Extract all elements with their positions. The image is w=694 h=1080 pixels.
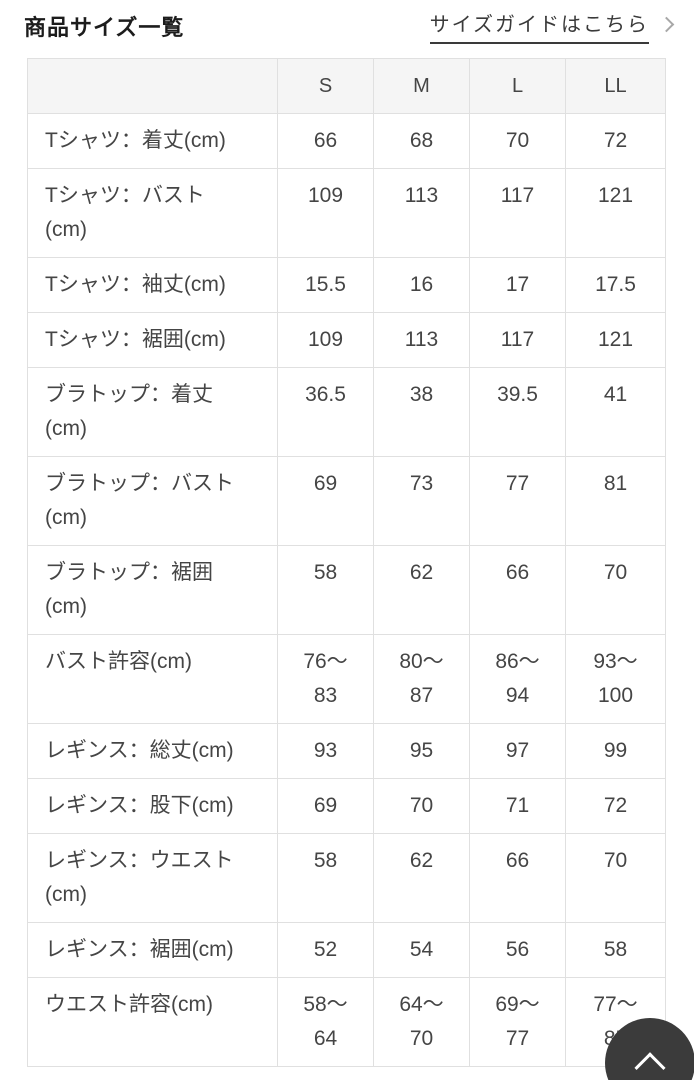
- row-label: レギンス：裾囲(cm): [27, 922, 278, 978]
- size-value-cell: 17: [469, 257, 566, 313]
- size-table: S M L LL Tシャツ：着丈(cm) 66 68 70 72 Tシャツ：バスト (cm…: [27, 58, 666, 1067]
- row-label: レギンス：総丈(cm): [27, 723, 278, 779]
- table-row: レギンス：裾囲(cm) 52 54 56 58: [27, 922, 666, 978]
- size-value-cell: 109: [277, 168, 374, 258]
- row-label: Tシャツ：バスト (cm): [27, 168, 278, 258]
- page-header: 商品サイズ一覧 サイズガイドはこちら: [0, 0, 694, 44]
- size-value-cell: 58: [277, 545, 374, 635]
- column-header-m: M: [373, 58, 470, 114]
- size-value-cell: 68: [373, 113, 470, 169]
- size-value-cell: 70: [565, 545, 666, 635]
- size-value-cell: 58〜 64: [277, 977, 374, 1067]
- row-label: ウエスト許容(cm): [27, 977, 278, 1067]
- size-value-cell: 17.5: [565, 257, 666, 313]
- size-value-cell: 41: [565, 367, 666, 457]
- chevron-up-icon: [634, 1052, 666, 1080]
- size-value-cell: 70: [565, 833, 666, 923]
- size-table-header-row: S M L LL: [27, 58, 666, 114]
- size-value-cell: 113: [373, 312, 470, 368]
- size-value-cell: 72: [565, 113, 666, 169]
- row-label: ブラトップ：裾囲 (cm): [27, 545, 278, 635]
- size-value-cell: 39.5: [469, 367, 566, 457]
- row-label: レギンス：ウエスト (cm): [27, 833, 278, 923]
- table-row: レギンス：ウエスト (cm) 58 62 66 70: [27, 833, 666, 923]
- size-value-cell: 66: [469, 545, 566, 635]
- table-row: Tシャツ：バスト (cm) 109 113 117 121: [27, 168, 666, 258]
- size-value-cell: 99: [565, 723, 666, 779]
- size-value-cell: 54: [373, 922, 470, 978]
- size-value-cell: 69: [277, 778, 374, 834]
- size-value-cell: 76〜 83: [277, 634, 374, 724]
- size-value-cell: 56: [469, 922, 566, 978]
- row-label: Tシャツ：裾囲(cm): [27, 312, 278, 368]
- size-value-cell: 58: [565, 922, 666, 978]
- size-guide-link-label: サイズガイドはこちら: [429, 8, 649, 44]
- size-value-cell: 70: [373, 778, 470, 834]
- back-to-top-button[interactable]: [605, 1018, 694, 1080]
- chevron-right-icon: [658, 16, 675, 32]
- size-value-cell: 80〜 87: [373, 634, 470, 724]
- row-label: バスト許容(cm): [27, 634, 278, 724]
- size-value-cell: 15.5: [277, 257, 374, 313]
- size-value-cell: 62: [373, 545, 470, 635]
- size-value-cell: 113: [373, 168, 470, 258]
- table-row: レギンス：総丈(cm) 93 95 97 99: [27, 723, 666, 779]
- size-value-cell: 58: [277, 833, 374, 923]
- table-row: Tシャツ：着丈(cm) 66 68 70 72: [27, 113, 666, 169]
- size-value-cell: 69〜 77: [469, 977, 566, 1067]
- table-row: ブラトップ：バスト (cm) 69 73 77 81: [27, 456, 666, 546]
- column-header-l: L: [469, 58, 566, 114]
- row-label: レギンス：股下(cm): [27, 778, 278, 834]
- table-row: Tシャツ：袖丈(cm) 15.5 16 17 17.5: [27, 257, 666, 313]
- row-label: Tシャツ：袖丈(cm): [27, 257, 278, 313]
- row-label: ブラトップ：着丈 (cm): [27, 367, 278, 457]
- table-row: ブラトップ：着丈 (cm) 36.5 38 39.5 41: [27, 367, 666, 457]
- size-table-body: Tシャツ：着丈(cm) 66 68 70 72 Tシャツ：バスト (cm) 109 113 11…: [27, 113, 666, 1067]
- size-value-cell: 66: [469, 833, 566, 923]
- size-table-wrap: S M L LL Tシャツ：着丈(cm) 66 68 70 72 Tシャツ：バスト (cm…: [27, 58, 666, 1067]
- table-row: バスト許容(cm) 76〜 83 80〜 87 86〜 94 93〜 100: [27, 634, 666, 724]
- size-value-cell: 121: [565, 312, 666, 368]
- size-value-cell: 81: [565, 456, 666, 546]
- size-value-cell: 117: [469, 168, 566, 258]
- size-value-cell: 121: [565, 168, 666, 258]
- size-value-cell: 52: [277, 922, 374, 978]
- size-value-cell: 73: [373, 456, 470, 546]
- size-guide-link[interactable]: サイズガイドはこちら: [429, 8, 675, 44]
- size-value-cell: 95: [373, 723, 470, 779]
- row-label: ブラトップ：バスト (cm): [27, 456, 278, 546]
- size-table-corner-cell: [27, 58, 278, 114]
- size-value-cell: 72: [565, 778, 666, 834]
- size-value-cell: 62: [373, 833, 470, 923]
- page-title: 商品サイズ一覧: [24, 15, 185, 40]
- size-value-cell: 117: [469, 312, 566, 368]
- size-value-cell: 66: [277, 113, 374, 169]
- column-header-ll: LL: [565, 58, 666, 114]
- size-value-cell: 93〜 100: [565, 634, 666, 724]
- size-value-cell: 36.5: [277, 367, 374, 457]
- size-value-cell: 70: [469, 113, 566, 169]
- size-value-cell: 86〜 94: [469, 634, 566, 724]
- size-value-cell: 93: [277, 723, 374, 779]
- size-value-cell: 109: [277, 312, 374, 368]
- row-label: Tシャツ：着丈(cm): [27, 113, 278, 169]
- size-value-cell: 38: [373, 367, 470, 457]
- size-value-cell: 16: [373, 257, 470, 313]
- column-header-s: S: [277, 58, 374, 114]
- table-row: ブラトップ：裾囲 (cm) 58 62 66 70: [27, 545, 666, 635]
- size-value-cell: 64〜 70: [373, 977, 470, 1067]
- size-value-cell: 71: [469, 778, 566, 834]
- size-value-cell: 97: [469, 723, 566, 779]
- size-value-cell: 77: [469, 456, 566, 546]
- size-value-cell: 69: [277, 456, 374, 546]
- table-row: レギンス：股下(cm) 69 70 71 72: [27, 778, 666, 834]
- table-row: Tシャツ：裾囲(cm) 109 113 117 121: [27, 312, 666, 368]
